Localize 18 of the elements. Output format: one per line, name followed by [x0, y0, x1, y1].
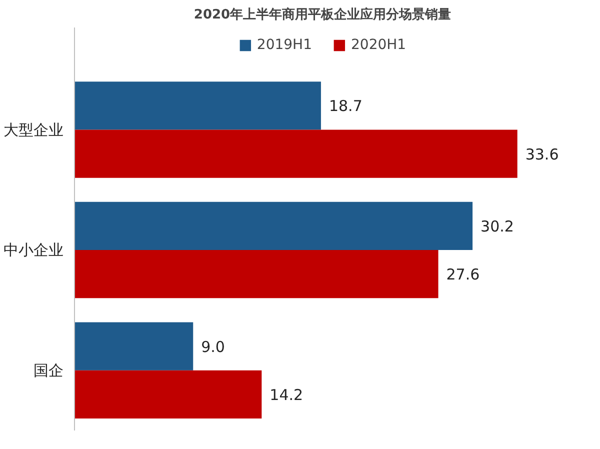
- bar: [74, 370, 262, 418]
- bar: [74, 202, 473, 250]
- bar: [74, 250, 438, 298]
- data-label: 14.2: [270, 386, 304, 404]
- data-label: 33.6: [525, 145, 559, 164]
- bar: [74, 322, 194, 370]
- data-label: 18.7: [328, 97, 362, 116]
- y-tick-label: 中小企业: [4, 241, 64, 260]
- chart-title: 2020年上半年商用平板企业应用分场景销量: [194, 6, 452, 22]
- legend-label: 2020H1: [351, 37, 406, 53]
- y-tick-label: 大型企业: [4, 120, 64, 139]
- y-tick-label: 国企: [34, 361, 64, 380]
- bar: [74, 130, 518, 178]
- bar: [74, 82, 321, 130]
- legend-label: 2019H1: [256, 37, 312, 53]
- data-label: 9.0: [201, 338, 225, 356]
- data-label: 30.2: [480, 217, 514, 236]
- data-label: 27.6: [446, 266, 480, 284]
